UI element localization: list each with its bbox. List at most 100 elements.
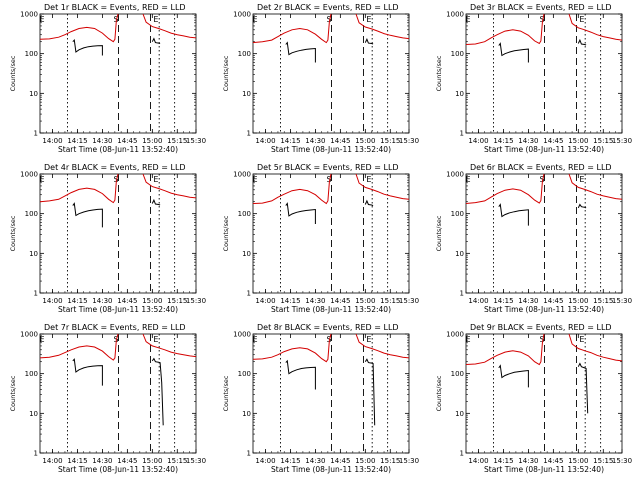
y-tick-label: 1: [247, 290, 251, 298]
y-tick-label: 1: [34, 130, 38, 138]
x-tick-label: 14:15: [280, 457, 300, 465]
y-axis-label: Counts/sec: [222, 215, 230, 251]
lld-series-line: [252, 173, 332, 205]
x-tick-label: 14:30: [305, 297, 325, 305]
plot-frame: [465, 333, 623, 454]
x-axis-label: Start Time (08-Jun-11 13:52:40): [271, 465, 391, 474]
lld-series-line: [568, 333, 623, 362]
event-marker-label: E: [579, 15, 584, 24]
plot-frame: [465, 13, 623, 134]
lld-series-line: [142, 173, 197, 199]
x-tick-label: 14:15: [493, 137, 513, 145]
chart-title: Det 6r BLACK = Events, RED = LLD: [470, 163, 612, 172]
plot-frame: [39, 173, 197, 294]
lld-series-line: [355, 173, 410, 200]
events-series-line: [285, 202, 316, 224]
x-tick-label: 15:30: [612, 297, 632, 305]
x-tick-label: 14:15: [493, 457, 513, 465]
x-tick-label: 15:00: [142, 457, 162, 465]
x-tick-label: 14:45: [117, 297, 137, 305]
y-tick-label: 1: [460, 130, 464, 138]
events-series-line: [285, 359, 316, 390]
events-series-line: [364, 38, 374, 45]
y-tick-label: 10: [455, 410, 464, 418]
y-tick-label: 1000: [233, 331, 251, 339]
chart-title: Det 8r BLACK = Events, RED = LLD: [257, 323, 399, 332]
y-tick-label: 100: [25, 370, 38, 378]
events-series-line: [151, 198, 161, 206]
x-tick-label: 14:45: [330, 137, 350, 145]
plot-frame: [465, 173, 623, 294]
event-marker-label: S: [540, 335, 545, 344]
y-tick-label: 100: [238, 210, 251, 218]
x-tick-label: 14:45: [543, 297, 563, 305]
y-axis-label: Counts/sec: [435, 55, 443, 91]
x-tick-label: 14:00: [255, 137, 275, 145]
y-tick-label: 1000: [446, 331, 464, 339]
chart-title: Det 9r BLACK = Events, RED = LLD: [470, 323, 612, 332]
lld-series-line: [252, 13, 332, 44]
event-marker-label: E: [366, 15, 371, 24]
x-tick-label: 14:30: [305, 137, 325, 145]
y-tick-label: 10: [29, 90, 38, 98]
x-tick-label: 14:45: [117, 457, 137, 465]
y-tick-label: 1000: [446, 11, 464, 19]
y-tick-label: 1000: [20, 171, 38, 179]
x-tick-label: 14:45: [117, 137, 137, 145]
x-tick-label: 15:15: [593, 457, 613, 465]
events-series-line: [364, 199, 374, 207]
y-tick-label: 1000: [233, 11, 251, 19]
x-tick-label: 15:30: [399, 137, 419, 145]
lld-series-line: [142, 13, 197, 39]
panel-1: Det 1r BLACK = Events, RED = LLD 1 10 100 10…: [9, 3, 206, 154]
x-tick-label: 15:30: [612, 457, 632, 465]
panel-3: Det 3r BLACK = Events, RED = LLD 1 10 100 10…: [435, 3, 632, 154]
y-tick-label: 1: [34, 450, 38, 458]
y-axis-label: Counts/sec: [222, 375, 230, 411]
x-tick-label: 15:15: [380, 297, 400, 305]
y-tick-label: 100: [25, 210, 38, 218]
panel-4: Det 4r BLACK = Events, RED = LLD 1 10 100 10…: [9, 163, 206, 314]
x-axis-label: Start Time (08-Jun-11 13:52:40): [484, 465, 604, 474]
x-tick-label: 14:00: [255, 297, 275, 305]
plot-frame: [39, 333, 197, 454]
panel-6: Det 6r BLACK = Events, RED = LLD 1 10 100 10…: [435, 163, 632, 314]
x-axis-label: Start Time (08-Jun-11 13:52:40): [271, 145, 391, 154]
events-series-line: [72, 202, 103, 228]
x-tick-label: 14:30: [305, 457, 325, 465]
plot-frame: [252, 173, 410, 294]
events-series-line: [151, 37, 161, 44]
events-series-line: [577, 203, 587, 209]
x-tick-label: 15:00: [142, 137, 162, 145]
x-tick-label: 14:30: [92, 137, 112, 145]
x-tick-label: 15:00: [142, 297, 162, 305]
y-axis-label: Counts/sec: [222, 55, 230, 91]
event-marker-label: E: [465, 335, 470, 344]
x-axis-label: Start Time (08-Jun-11 13:52:40): [484, 145, 604, 154]
x-tick-label: 15:00: [568, 137, 588, 145]
x-tick-label: 14:15: [67, 137, 87, 145]
x-axis-label: Start Time (08-Jun-11 13:52:40): [58, 305, 178, 314]
events-series-line: [151, 357, 164, 426]
event-marker-label: E: [366, 335, 371, 344]
event-marker-label: S: [327, 15, 332, 24]
event-marker-label: E: [153, 335, 158, 344]
x-tick-label: 15:00: [355, 457, 375, 465]
x-tick-label: 14:00: [468, 137, 488, 145]
x-axis-label: Start Time (08-Jun-11 13:52:40): [484, 305, 604, 314]
panel-8: Det 8r BLACK = Events, RED = LLD 1 10 100 10…: [222, 323, 419, 474]
event-marker-label: E: [153, 175, 158, 184]
x-tick-label: 14:00: [42, 457, 62, 465]
events-series-line: [364, 358, 376, 426]
x-tick-label: 14:00: [42, 137, 62, 145]
event-marker-label: S: [540, 15, 545, 24]
events-series-line: [498, 364, 529, 388]
event-marker-label: E: [153, 15, 158, 24]
x-tick-label: 15:15: [167, 297, 187, 305]
x-tick-label: 15:30: [399, 297, 419, 305]
chart-title: Det 4r BLACK = Events, RED = LLD: [44, 163, 186, 172]
lld-series-line: [142, 333, 197, 358]
x-tick-label: 14:45: [330, 297, 350, 305]
x-tick-label: 14:00: [468, 457, 488, 465]
y-tick-label: 10: [29, 410, 38, 418]
